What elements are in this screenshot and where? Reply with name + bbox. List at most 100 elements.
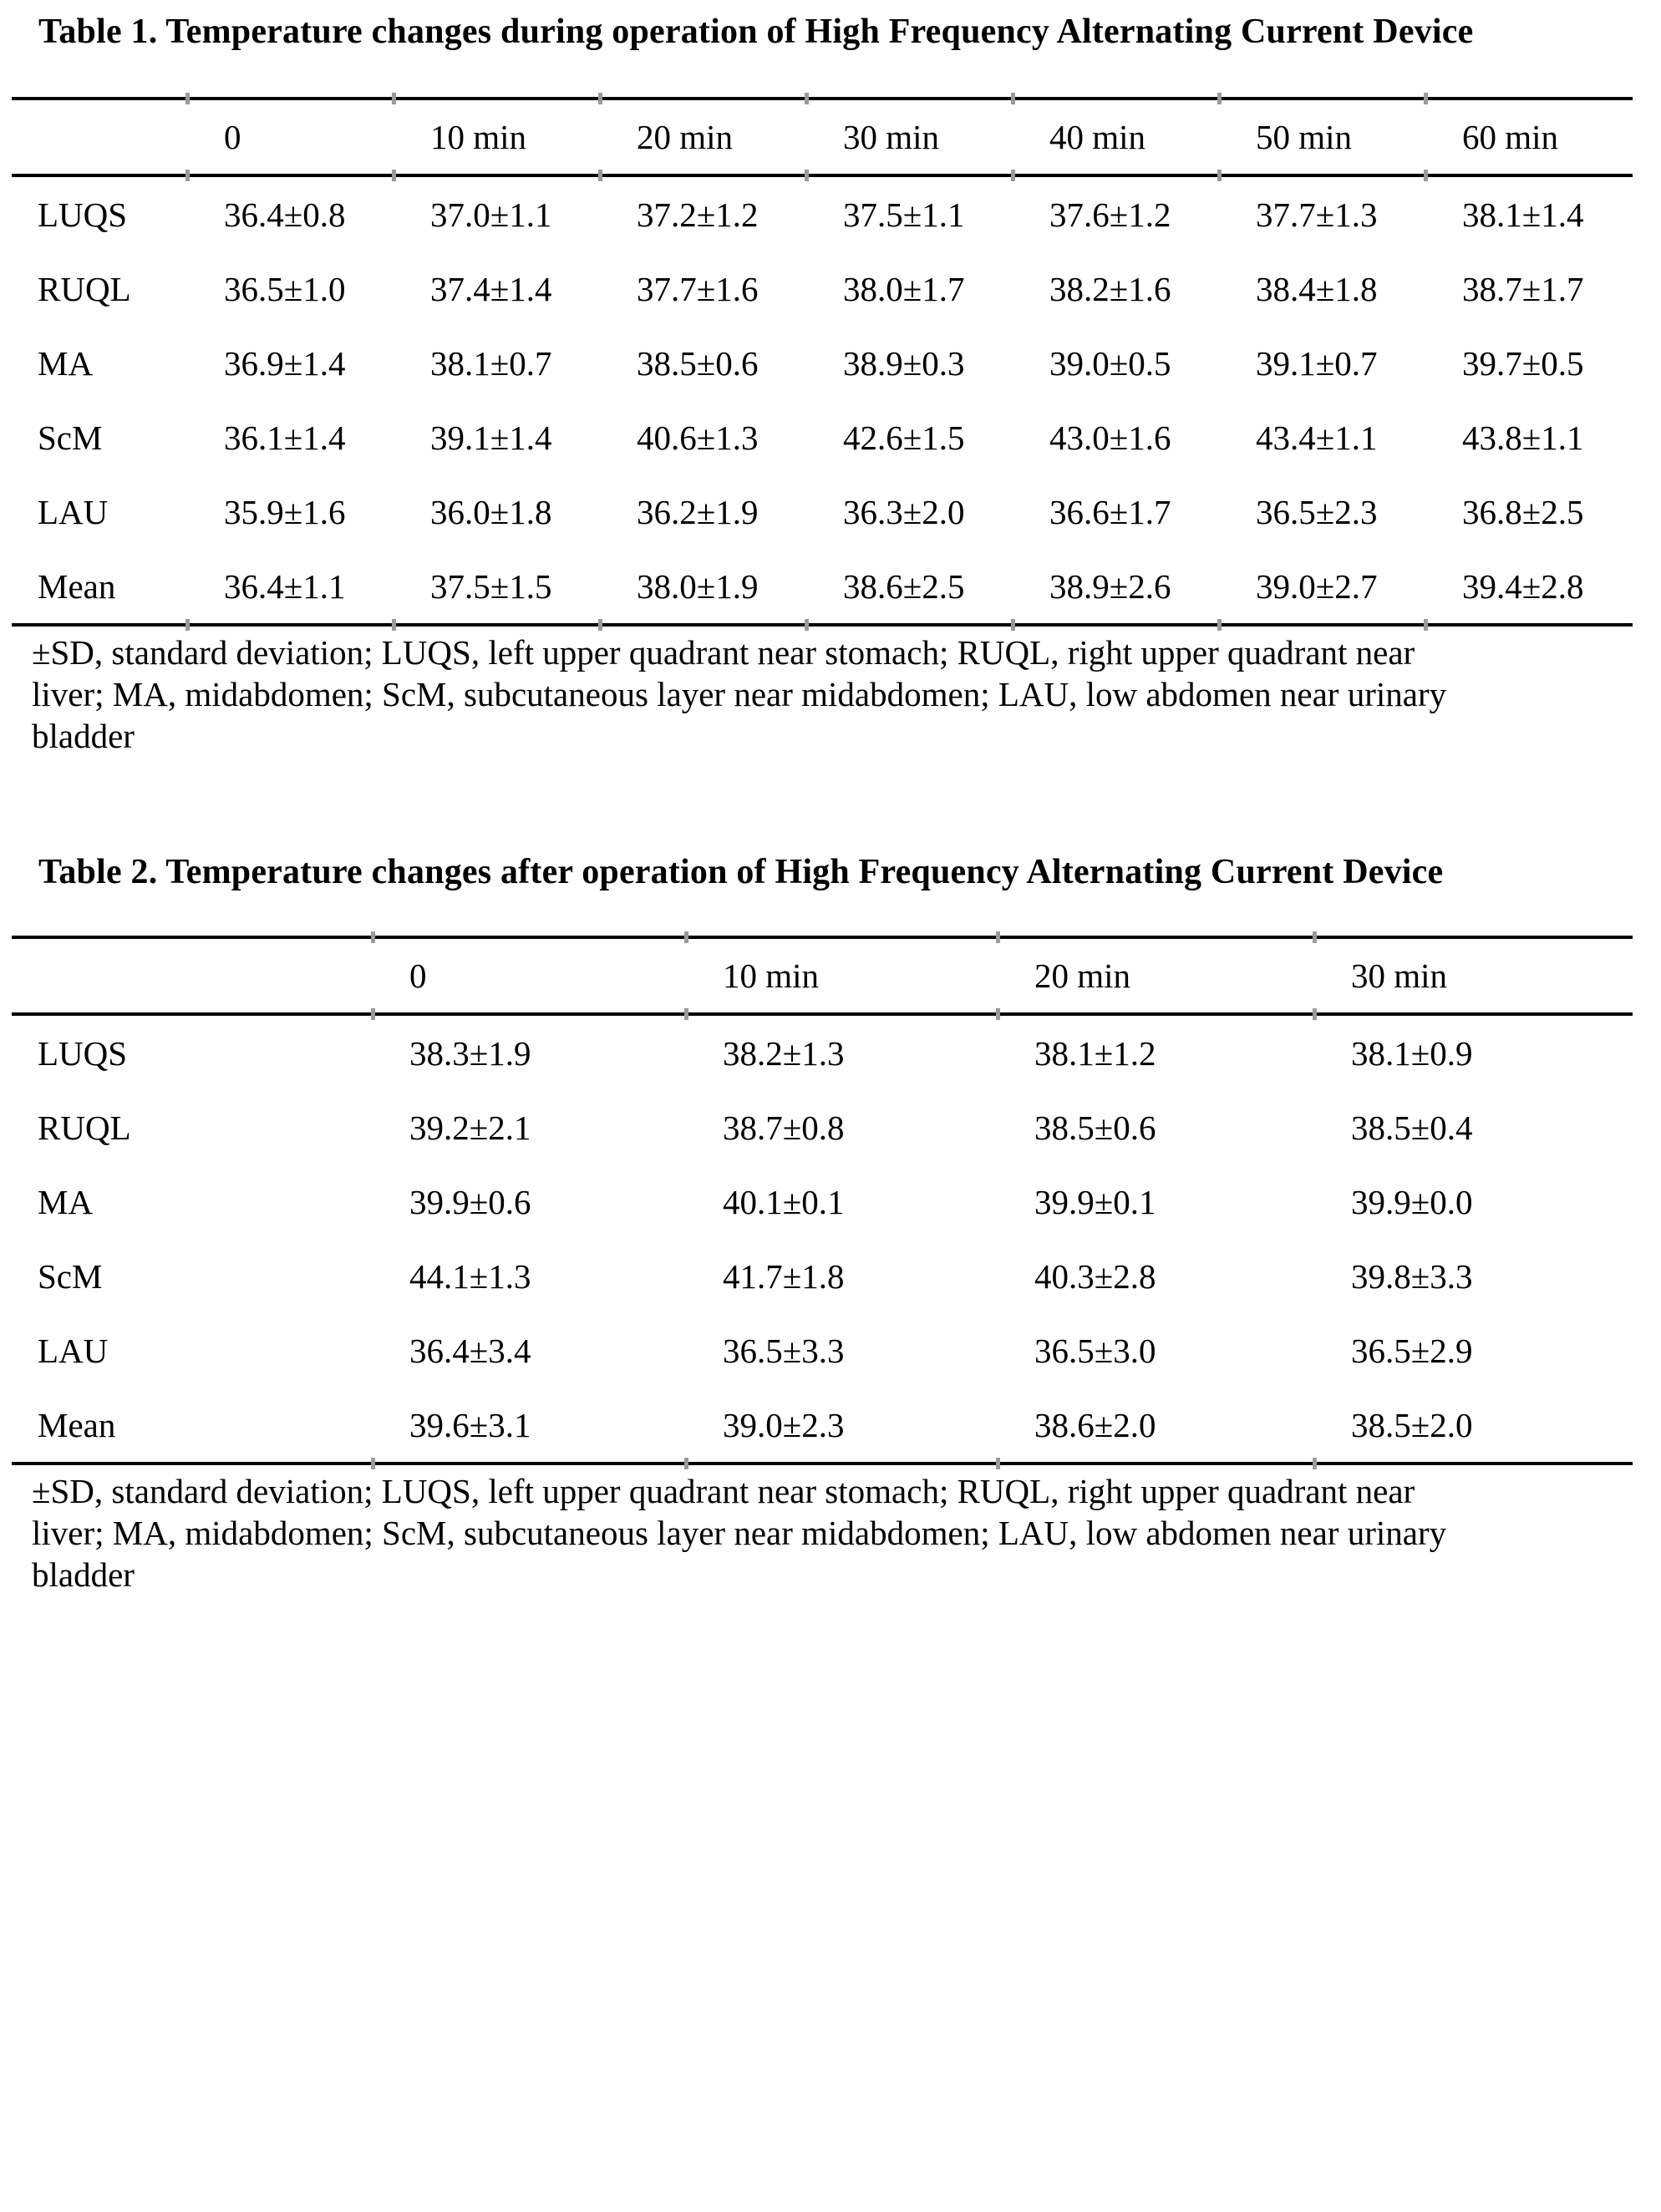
row-label: ScM — [38, 418, 103, 457]
table-cell: 36.0±1.8 — [430, 492, 552, 531]
rule-tick — [684, 1008, 688, 1020]
row-label: RUQL — [38, 1108, 131, 1147]
table-body: LUQS 38.3±1.9 38.2±1.3 38.1±1.2 38.1±0.9 RUQL… — [12, 1016, 1633, 1462]
table-row: Mean 36.4±1.1 37.5±1.5 38.0±1.9 38.6±2.5 38.9… — [12, 549, 1633, 623]
column-header: 10 min — [430, 118, 527, 156]
header-row: 0 10 min 20 min 30 min — [12, 939, 1633, 1012]
mid-rule — [12, 1008, 1633, 1020]
table-row: ScM 36.1±1.4 39.1±1.4 40.6±1.3 42.6±1.5 43.0±… — [12, 400, 1633, 474]
column-header: 10 min — [723, 956, 820, 995]
table-cell: 39.1±1.4 — [430, 418, 552, 457]
table-cell: 38.1±1.4 — [1462, 195, 1584, 234]
table-cell: 38.9±2.6 — [1049, 566, 1171, 606]
row-label: LAU — [38, 492, 109, 531]
rule-tick — [996, 1008, 1000, 1020]
table-cell: 39.0±2.3 — [723, 1405, 845, 1444]
footnote-line: liver; MA, midabdomen; ScM, subcutaneous… — [32, 1514, 1447, 1552]
table2: 0 10 min 20 min 30 min LUQS 38.3±1.9 38.2±1.3 3… — [12, 931, 1633, 1469]
table-cell: 38.3±1.9 — [409, 1033, 531, 1073]
table1-footnote: ±SD, standard deviation; LUQS, left uppe… — [32, 632, 1446, 757]
rule-tick — [805, 93, 809, 104]
table-cell: 39.0±0.5 — [1049, 343, 1171, 383]
table-cell: 38.5±0.4 — [1351, 1108, 1473, 1147]
table2-title: Table 2. Temperature changes after opera… — [38, 853, 1444, 891]
table-cell: 36.4±0.8 — [224, 195, 346, 234]
table-cell: 39.1±0.7 — [1256, 343, 1378, 383]
rule-tick — [684, 1458, 688, 1469]
rule-tick — [392, 93, 396, 104]
table-cell: 43.4±1.1 — [1256, 418, 1378, 457]
row-label: MA — [38, 343, 94, 383]
table-cell: 42.6±1.5 — [843, 418, 965, 457]
rule-tick — [598, 93, 602, 104]
table-cell: 37.2±1.2 — [637, 195, 759, 234]
row-label: LAU — [38, 1331, 109, 1370]
column-header: 30 min — [843, 118, 940, 156]
table-cell: 38.5±2.0 — [1351, 1405, 1473, 1444]
table-cell: 39.8±3.3 — [1351, 1256, 1473, 1296]
rule-tick — [371, 1458, 375, 1469]
table-row: ScM 44.1±1.3 41.7±1.8 40.3±2.8 39.8±3.3 — [12, 1239, 1633, 1313]
table1: 0 10 min 20 min 30 min 40 min 50 min 60 min LUQ… — [12, 93, 1633, 631]
rule-tick — [392, 619, 396, 631]
rule-tick — [1424, 93, 1428, 104]
table-cell: 38.7±1.7 — [1462, 269, 1584, 308]
table-cell: 37.0±1.1 — [430, 195, 552, 234]
rule-tick — [1011, 619, 1015, 631]
rule-tick — [1011, 93, 1015, 104]
mid-rule — [12, 170, 1633, 181]
footnote-line: ±SD, standard deviation; LUQS, left uppe… — [32, 633, 1415, 672]
table-cell: 40.3±2.8 — [1034, 1256, 1156, 1296]
row-label: ScM — [38, 1256, 103, 1296]
table-cell: 39.9±0.6 — [409, 1182, 531, 1221]
bottom-rule — [12, 1458, 1633, 1469]
table-cell: 43.0±1.6 — [1049, 418, 1171, 457]
rule-tick — [598, 619, 602, 631]
footnote-line: ±SD, standard deviation; LUQS, left uppe… — [32, 1472, 1415, 1510]
column-header: 50 min — [1256, 118, 1353, 156]
table-cell: 36.6±1.7 — [1049, 492, 1171, 531]
table-cell: 38.0±1.7 — [843, 269, 965, 308]
column-header: 30 min — [1351, 956, 1448, 995]
table-cell: 35.9±1.6 — [224, 492, 346, 531]
table-cell: 38.5±0.6 — [1034, 1108, 1156, 1147]
table-cell: 38.9±0.3 — [843, 343, 965, 383]
table-cell: 36.5±1.0 — [224, 269, 346, 308]
top-rule — [12, 931, 1633, 943]
table-cell: 36.5±2.3 — [1256, 492, 1378, 531]
table-cell: 39.9±0.0 — [1351, 1182, 1473, 1221]
table-cell: 36.4±3.4 — [409, 1331, 531, 1370]
row-label: LUQS — [38, 1033, 128, 1073]
table-cell: 36.4±1.1 — [224, 566, 346, 606]
table-cell: 38.2±1.6 — [1049, 269, 1171, 308]
rule-tick — [185, 619, 190, 631]
table-cell: 41.7±1.8 — [723, 1256, 845, 1296]
table-row: Mean 39.6±3.1 39.0±2.3 38.6±2.0 38.5±2.0 — [12, 1388, 1633, 1462]
table-cell: 40.1±0.1 — [723, 1182, 845, 1221]
table-cell: 37.4±1.4 — [430, 269, 552, 308]
table-cell: 36.2±1.9 — [637, 492, 759, 531]
bottom-rule — [12, 619, 1633, 631]
table-row: MA 36.9±1.4 38.1±0.7 38.5±0.6 38.9±0.3 39.0±0… — [12, 326, 1633, 400]
table-row: LAU 35.9±1.6 36.0±1.8 36.2±1.9 36.3±2.0 36.6±… — [12, 474, 1633, 549]
rule-tick — [185, 93, 190, 104]
table-cell: 37.6±1.2 — [1049, 195, 1171, 234]
column-header: 20 min — [637, 118, 734, 156]
table-cell: 36.5±2.9 — [1351, 1331, 1473, 1370]
table-row: LUQS 36.4±0.8 37.0±1.1 37.2±1.2 37.5±1.1 37.6… — [12, 177, 1633, 251]
column-header: 40 min — [1049, 118, 1146, 156]
table-cell: 44.1±1.3 — [409, 1256, 531, 1296]
table-cell: 36.5±3.3 — [723, 1331, 845, 1370]
table-cell: 38.1±0.7 — [430, 343, 552, 383]
table-row: MA 39.9±0.6 40.1±0.1 39.9±0.1 39.9±0.0 — [12, 1164, 1633, 1239]
row-label: RUQL — [38, 269, 131, 308]
rule-tick — [392, 170, 396, 181]
table-cell: 36.3±2.0 — [843, 492, 965, 531]
corner-cell — [12, 100, 185, 174]
table1-title: Table 1. Temperature changes during oper… — [38, 13, 1474, 51]
column-header: 0 — [224, 118, 241, 156]
footnote-line: bladder — [32, 1555, 135, 1594]
rule-tick — [996, 931, 1000, 943]
column-header: 60 min — [1462, 118, 1559, 156]
